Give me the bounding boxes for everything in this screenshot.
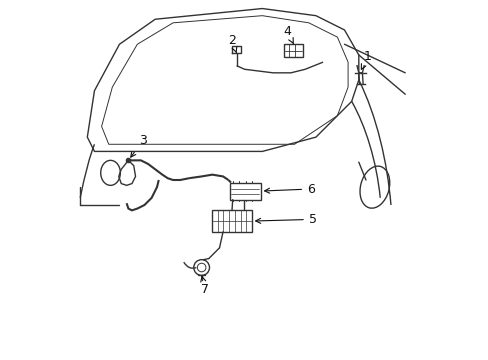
Text: 1: 1: [361, 50, 371, 69]
Text: 5: 5: [255, 213, 316, 226]
Text: 6: 6: [264, 183, 314, 195]
Text: 3: 3: [130, 134, 146, 157]
Text: 7: 7: [201, 276, 209, 296]
Text: 2: 2: [227, 34, 236, 53]
FancyBboxPatch shape: [230, 183, 260, 200]
Text: 4: 4: [283, 25, 293, 44]
FancyBboxPatch shape: [212, 210, 251, 232]
